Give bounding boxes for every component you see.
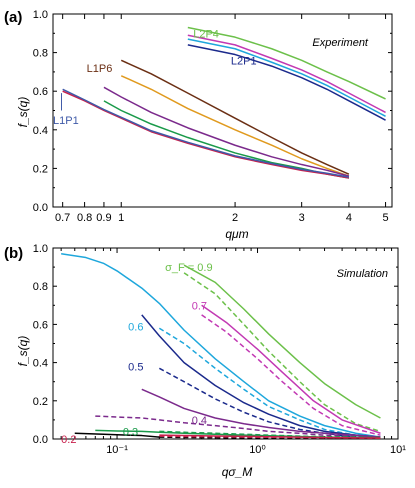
series-line-9 — [62, 90, 350, 179]
series-line-12 — [159, 430, 381, 439]
series-annotation: 0.2 — [61, 434, 76, 446]
x-tick-label: 1 — [118, 212, 124, 224]
y-tick-label: 0.0 — [33, 202, 48, 214]
panel-a-experiment: (a) Experiment qμm f_s(q) 0.0 0.2 0.4 0.6 0.… — [4, 9, 393, 241]
y-tick-label: 0.6 — [33, 319, 48, 331]
x-tick-label: 3 — [299, 212, 305, 224]
y-tick-label: 0.2 — [33, 396, 48, 408]
series-line-8 — [158, 367, 381, 439]
panel-b-x-axis-label: qσ_M — [222, 465, 253, 479]
series-line-5 — [120, 59, 350, 175]
series-line-5 — [61, 252, 381, 438]
series-line-16 — [159, 435, 381, 439]
panel-a-x-axis-label: qμm — [225, 227, 248, 241]
panel-a-label: (a) — [4, 9, 22, 26]
series-annotation: σ_F = 0.9 — [165, 262, 212, 274]
series-annotation: L1P1 — [53, 115, 79, 127]
series-annotation: L1P6 — [87, 63, 113, 75]
y-tick-label: 0.4 — [33, 125, 48, 137]
x-tick-label: 2 — [232, 212, 238, 224]
x-tick-label: 0.9 — [96, 212, 111, 224]
series-annotation: 0.3 — [123, 426, 138, 438]
series-line-4 — [201, 314, 381, 436]
series-line-13 — [74, 432, 160, 438]
x-tick-label: 10⁻¹ — [106, 444, 128, 456]
series-line-2 — [187, 34, 386, 114]
x-tick-label: 10¹ — [390, 444, 406, 456]
series-annotation: 0.5 — [128, 361, 143, 373]
series-line-10 — [62, 88, 350, 178]
y-tick-label: 0.8 — [33, 281, 48, 293]
panel-b-corner-label: Simulation — [337, 268, 388, 280]
x-tick-label: 0.7 — [55, 212, 70, 224]
series-annotation: L2P4 — [193, 28, 219, 40]
series-line-10 — [95, 415, 381, 438]
series-line-3 — [187, 38, 386, 117]
panel-b-simulation: (b) Simulation qσ_M f_s(q) 0.0 0.2 0.4 0.6 0… — [4, 243, 406, 479]
series-line-1 — [183, 264, 381, 419]
x-tick-label: 5 — [382, 212, 388, 224]
series-line-3 — [201, 304, 381, 434]
series-line-9 — [141, 388, 381, 438]
panel-a-y-axis-label: f_s(q) — [16, 97, 30, 128]
x-tick-label: 10⁰ — [249, 444, 266, 456]
series-annotation: L2P1 — [231, 55, 257, 67]
y-tick-label: 0.6 — [33, 86, 48, 98]
y-tick-label: 1.0 — [33, 9, 48, 21]
series-line-6 — [120, 75, 350, 177]
panel-a-corner-label: Experiment — [312, 37, 369, 49]
panel-b-y-axis-label: f_s(q) — [16, 336, 30, 367]
x-tick-label: 4 — [346, 212, 352, 224]
y-tick-label: 0.0 — [33, 434, 48, 446]
x-tick-label: 0.8 — [77, 212, 92, 224]
y-tick-label: 1.0 — [33, 243, 48, 255]
y-tick-label: 0.8 — [33, 48, 48, 60]
series-line-1 — [187, 26, 386, 100]
series-line-7 — [141, 314, 381, 438]
series-annotation: 0.7 — [192, 300, 207, 312]
panel-b-label: (b) — [4, 245, 23, 262]
y-tick-label: 0.2 — [33, 163, 48, 175]
series-line-4 — [187, 44, 386, 121]
series-annotation: 0.6 — [128, 321, 143, 333]
series-line-2 — [183, 272, 381, 433]
y-tick-label: 0.4 — [33, 358, 48, 370]
series-line-7 — [103, 86, 350, 177]
series-annotation: 0.4 — [192, 415, 207, 427]
